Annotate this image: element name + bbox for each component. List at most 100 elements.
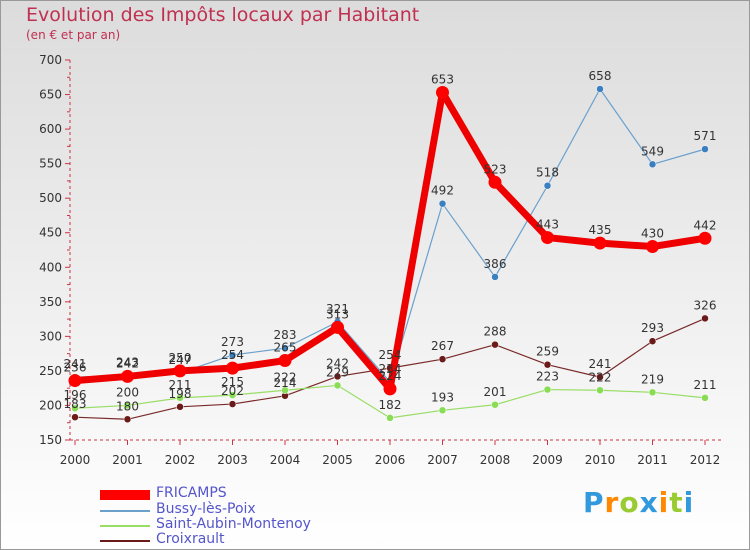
x-tick-label: 2005 [322, 453, 353, 467]
data-point-saint-aubin-montenoy [596, 386, 604, 395]
data-point-croixrault [176, 403, 184, 411]
data-label-saint-aubin-montenoy: 182 [379, 398, 402, 412]
data-label-croixrault: 242 [326, 356, 349, 370]
data-label-bussy-l-s-poix: 549 [641, 144, 664, 158]
data-point-fricamps [646, 240, 659, 254]
data-point-saint-aubin-montenoy [281, 386, 289, 395]
legend-swatch [100, 525, 150, 527]
data-label-bussy-l-s-poix: 241 [64, 357, 87, 371]
data-label-bussy-l-s-poix: 273 [221, 335, 244, 349]
data-point-croixrault [648, 337, 657, 345]
data-label-saint-aubin-montenoy: 211 [694, 378, 717, 392]
data-point-croixrault [543, 360, 552, 369]
data-label-croixrault: 198 [169, 387, 192, 401]
legend-swatch [100, 490, 150, 500]
logo-letter: P [583, 486, 605, 519]
logo-letter: i [683, 486, 695, 519]
data-point-fricamps [383, 382, 397, 396]
data-point-saint-aubin-montenoy [491, 401, 499, 409]
data-point-croixrault [123, 415, 132, 424]
data-label-bussy-l-s-poix: 386 [484, 257, 507, 271]
data-label-bussy-l-s-poix: 234 [379, 362, 402, 376]
legend-label: Croixrault [156, 531, 225, 547]
data-label-croixrault: 293 [641, 321, 664, 335]
data-label-croixrault: 254 [379, 348, 402, 362]
data-label-croixrault: 267 [431, 339, 454, 353]
data-point-saint-aubin-montenoy [438, 406, 447, 415]
data-label-saint-aubin-montenoy: 229 [326, 365, 349, 379]
chart-title: Evolution des Impôts locaux par Habitant [26, 4, 420, 26]
data-label-bussy-l-s-poix: 321 [326, 302, 349, 316]
data-label-fricamps: 442 [694, 218, 717, 232]
data-point-bussy-l-s-poix [701, 145, 709, 153]
data-point-saint-aubin-montenoy [648, 388, 657, 397]
data-label-saint-aubin-montenoy: 222 [589, 370, 612, 384]
y-tick-label: 450 [39, 226, 62, 240]
x-tick-label: 2000 [60, 453, 91, 467]
x-tick-label: 2012 [690, 453, 721, 467]
data-point-croixrault [438, 355, 447, 363]
data-point-bussy-l-s-poix [281, 344, 289, 352]
legend-label: Bussy-lès-Poix [156, 501, 256, 517]
data-label-fricamps: 653 [431, 72, 454, 86]
data-point-fricamps [173, 364, 187, 378]
data-label-saint-aubin-montenoy: 211 [169, 378, 192, 392]
data-point-saint-aubin-montenoy [176, 394, 184, 402]
data-label-fricamps: 254 [221, 348, 244, 362]
data-point-croixrault [491, 340, 499, 349]
data-label-croixrault: 288 [484, 325, 507, 339]
data-point-bussy-l-s-poix [491, 273, 499, 281]
data-label-bussy-l-s-poix: 283 [274, 328, 297, 342]
logo-letter: t [669, 486, 684, 519]
data-point-saint-aubin-montenoy [228, 391, 237, 399]
legend-swatch [100, 510, 150, 512]
data-point-fricamps [68, 374, 82, 388]
data-label-croixrault: 214 [274, 376, 297, 390]
data-point-fricamps [121, 369, 134, 383]
logo-letter: i [658, 486, 670, 519]
y-tick-label: 700 [39, 53, 62, 67]
data-label-saint-aubin-montenoy: 222 [274, 370, 297, 384]
y-tick-label: 350 [39, 295, 62, 309]
data-point-saint-aubin-montenoy [543, 385, 552, 394]
data-point-bussy-l-s-poix [596, 85, 604, 93]
chart-subtitle: (en € et par an) [26, 28, 121, 42]
data-point-bussy-l-s-poix [438, 199, 447, 208]
data-label-saint-aubin-montenoy: 193 [431, 390, 454, 404]
y-tick-label: 600 [39, 122, 62, 136]
x-tick-label: 2008 [480, 453, 511, 467]
data-point-croixrault [596, 373, 604, 381]
data-point-fricamps [698, 231, 712, 245]
x-tick-label: 2009 [532, 453, 563, 467]
data-point-saint-aubin-montenoy [386, 414, 394, 422]
proxiti-logo: Proxiti [583, 486, 694, 519]
data-point-croixrault [71, 413, 79, 421]
data-label-saint-aubin-montenoy: 223 [536, 370, 559, 384]
x-tick-label: 2001 [112, 453, 143, 467]
data-point-fricamps [226, 361, 239, 375]
data-point-fricamps [278, 354, 292, 368]
data-label-croixrault: 202 [221, 384, 244, 398]
y-tick-label: 550 [39, 157, 62, 171]
data-label-fricamps: 250 [169, 351, 192, 365]
data-label-fricamps: 224 [379, 369, 402, 383]
data-label-croixrault: 183 [64, 397, 87, 411]
data-label-bussy-l-s-poix: 247 [169, 353, 192, 367]
data-point-fricamps [541, 231, 554, 245]
data-label-saint-aubin-montenoy: 200 [116, 385, 139, 399]
data-label-fricamps: 242 [116, 356, 139, 370]
data-label-bussy-l-s-poix: 243 [116, 356, 139, 370]
data-label-croixrault: 326 [694, 298, 717, 312]
axes: 150 200 250 300 350 400 450 500 550 600 650 700 2000… [39, 53, 722, 467]
y-tick-label: 650 [39, 88, 62, 102]
data-point-saint-aubin-montenoy [123, 401, 132, 410]
x-tick-label: 2010 [585, 453, 616, 467]
y-tick-label: 400 [39, 260, 62, 274]
logo-letter: o [619, 486, 640, 519]
data-label-bussy-l-s-poix: 571 [694, 129, 717, 143]
legend-label: FRICAMPS [156, 485, 227, 501]
data-label-fricamps: 236 [64, 361, 87, 375]
data-point-croixrault [228, 400, 237, 408]
data-point-croixrault [333, 372, 342, 381]
data-point-saint-aubin-montenoy [333, 381, 342, 390]
